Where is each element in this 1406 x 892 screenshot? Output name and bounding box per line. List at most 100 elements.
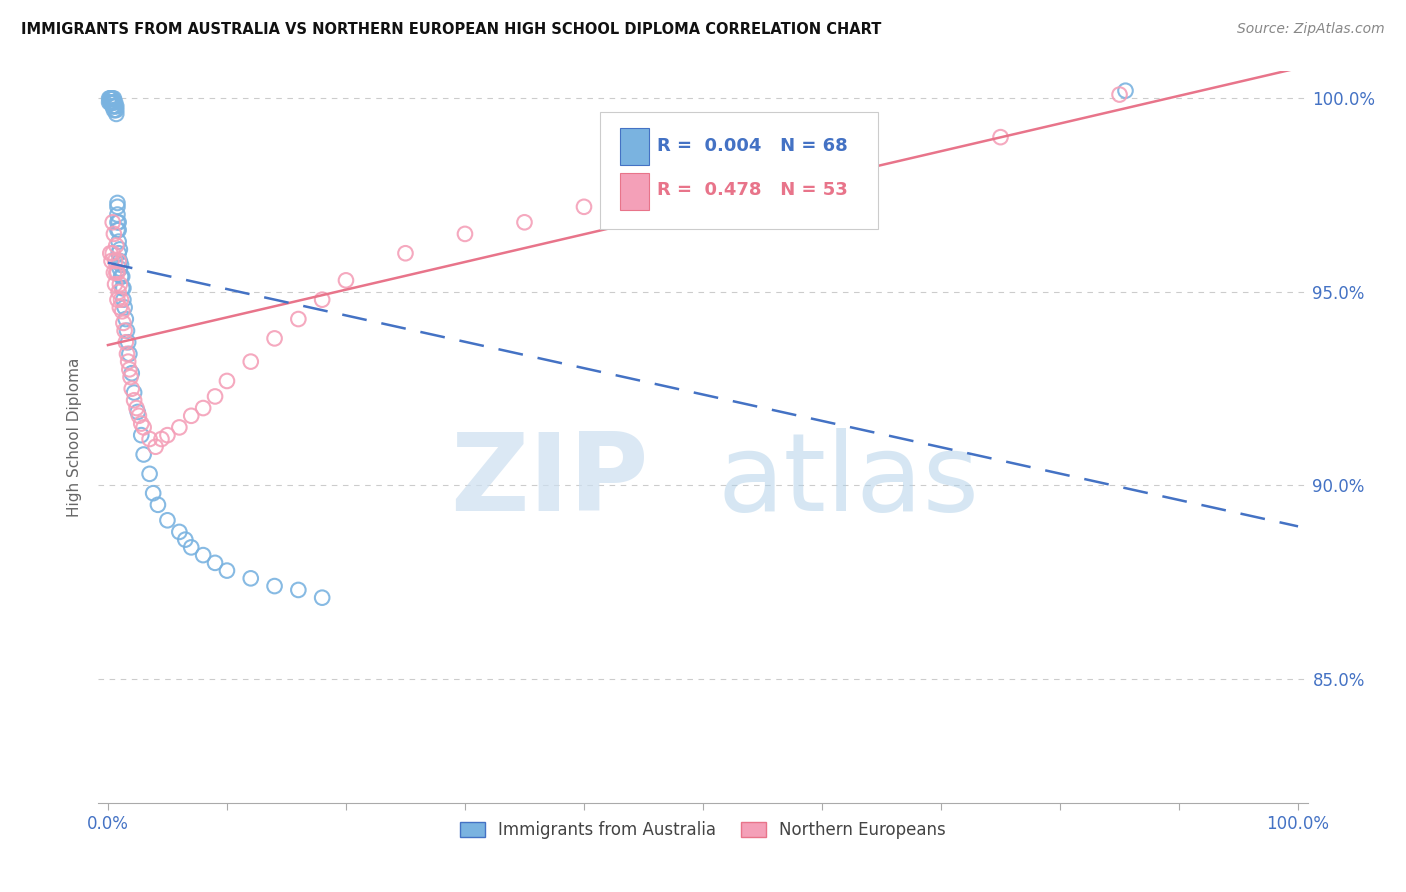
Point: [117, 335, 139, 350]
Point: [100, 91, 122, 105]
Point: [114, 324, 136, 338]
Point: [115, 324, 138, 338]
Point: [145, 440, 167, 454]
Point: [311, 591, 333, 605]
Point: [101, 95, 124, 110]
Point: [101, 91, 124, 105]
Point: [111, 269, 134, 284]
Point: [107, 215, 129, 229]
Point: [156, 513, 179, 527]
Y-axis label: High School Diploma: High School Diploma: [67, 358, 83, 516]
Point: [692, 177, 714, 191]
Point: [156, 428, 179, 442]
Point: [114, 312, 136, 326]
Point: [98, 95, 121, 110]
Point: [138, 432, 160, 446]
Point: [169, 524, 191, 539]
Point: [111, 304, 134, 318]
Point: [107, 200, 129, 214]
Point: [103, 103, 125, 117]
Point: [101, 99, 124, 113]
Point: [117, 354, 139, 368]
Point: [108, 277, 131, 292]
Point: [239, 354, 262, 368]
Point: [204, 389, 226, 403]
FancyBboxPatch shape: [600, 112, 879, 228]
Point: [110, 269, 132, 284]
Point: [107, 208, 129, 222]
Point: [180, 409, 202, 423]
Legend: Immigrants from Australia, Northern Europeans: Immigrants from Australia, Northern Euro…: [453, 814, 953, 846]
Point: [105, 107, 128, 121]
Point: [100, 254, 122, 268]
Point: [122, 385, 145, 400]
Point: [101, 246, 124, 260]
Point: [811, 157, 834, 171]
Point: [107, 215, 129, 229]
Point: [110, 293, 132, 307]
Point: [127, 405, 149, 419]
Point: [287, 582, 309, 597]
Point: [107, 223, 129, 237]
Text: R =  0.478   N = 53: R = 0.478 N = 53: [657, 181, 848, 199]
Point: [132, 420, 155, 434]
Point: [112, 281, 135, 295]
Point: [104, 277, 127, 292]
Point: [110, 258, 132, 272]
Point: [138, 467, 160, 481]
Point: [101, 99, 124, 113]
Point: [150, 432, 173, 446]
Point: [105, 99, 128, 113]
Text: R =  0.004   N = 68: R = 0.004 N = 68: [657, 137, 848, 155]
Point: [125, 401, 148, 415]
Point: [121, 382, 143, 396]
Point: [120, 370, 142, 384]
Point: [105, 266, 128, 280]
Point: [108, 254, 131, 268]
Text: ZIP: ZIP: [450, 428, 648, 534]
Point: [100, 91, 122, 105]
Point: [104, 99, 127, 113]
Point: [98, 91, 121, 105]
Point: [263, 579, 285, 593]
Point: [111, 281, 134, 295]
Point: [100, 95, 122, 110]
Text: IMMIGRANTS FROM AUSTRALIA VS NORTHERN EUROPEAN HIGH SCHOOL DIPLOMA CORRELATION C: IMMIGRANTS FROM AUSTRALIA VS NORTHERN EU…: [21, 22, 882, 37]
Point: [108, 301, 131, 315]
Point: [108, 261, 131, 276]
Point: [118, 347, 141, 361]
Point: [104, 95, 127, 110]
Point: [107, 246, 129, 260]
Point: [114, 335, 136, 350]
Point: [103, 95, 125, 110]
Point: [132, 448, 155, 462]
Point: [169, 420, 191, 434]
Point: [513, 215, 536, 229]
Point: [105, 103, 128, 117]
Point: [100, 95, 122, 110]
Point: [101, 95, 124, 110]
Point: [112, 316, 135, 330]
Point: [128, 409, 150, 423]
Point: [263, 331, 285, 345]
Point: [454, 227, 477, 241]
FancyBboxPatch shape: [620, 128, 648, 165]
FancyBboxPatch shape: [620, 173, 648, 210]
Point: [572, 200, 595, 214]
Point: [335, 273, 357, 287]
Point: [191, 548, 214, 562]
Point: [112, 293, 135, 307]
Point: [107, 235, 129, 249]
Point: [174, 533, 197, 547]
Point: [107, 223, 129, 237]
Point: [104, 103, 127, 117]
Point: [103, 91, 125, 105]
Point: [103, 266, 125, 280]
Point: [118, 362, 141, 376]
Point: [98, 95, 121, 110]
Point: [101, 215, 124, 229]
Point: [1114, 84, 1136, 98]
Point: [394, 246, 416, 260]
Point: [990, 130, 1012, 145]
Point: [215, 374, 238, 388]
